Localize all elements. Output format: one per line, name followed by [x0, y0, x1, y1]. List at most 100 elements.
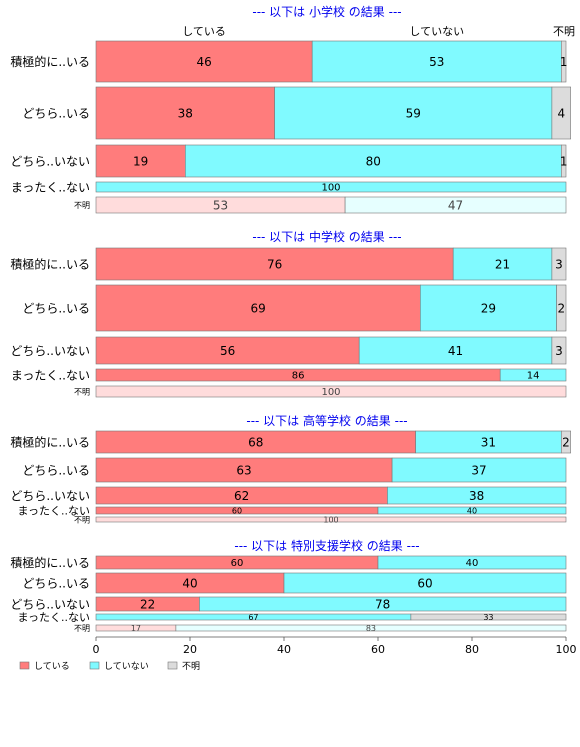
header-label-2: 不明 [553, 25, 575, 38]
row-label: まったく..ない [17, 504, 90, 517]
legend-swatch [167, 661, 178, 670]
data-label: 40 [466, 558, 479, 569]
legend-swatch [89, 661, 100, 670]
bar-segment [95, 144, 186, 178]
row-label: 不明 [74, 624, 90, 633]
data-label: 3 [555, 344, 563, 358]
data-label: 60 [231, 558, 244, 569]
data-label: 68 [248, 435, 263, 449]
row-label: どちら..いない [10, 489, 90, 503]
data-label: 67 [248, 613, 258, 622]
row-label: 積極的に..いる [10, 555, 90, 570]
bar-segment [95, 336, 360, 365]
bar-segment [419, 284, 557, 332]
x-tick-label: 100 [556, 643, 577, 656]
bar-segment [499, 368, 567, 382]
bar-segment [274, 86, 553, 140]
panel-title-3: --- 以下は 特別支援学校 の結果 --- [234, 538, 419, 553]
data-label: 22 [140, 597, 155, 611]
data-label: 17 [131, 624, 141, 633]
data-label: 60 [417, 576, 432, 590]
bar-segment [95, 40, 313, 83]
bar-segment [377, 555, 567, 570]
panel-title-0: --- 以下は 小学校 の結果 --- [252, 4, 401, 19]
row-label: どちら..いない [10, 597, 90, 611]
bar-segment [199, 596, 567, 612]
row-label: まったく..ない [11, 368, 90, 382]
bar-segment [95, 457, 393, 483]
header-label-1: していない [409, 25, 464, 38]
bar-segment [410, 613, 567, 621]
row-label: どちら..いない [10, 344, 90, 358]
bar-segment [95, 284, 421, 332]
data-label: 21 [495, 257, 510, 271]
bar-segment [551, 86, 572, 140]
data-label: 63 [236, 463, 251, 477]
legend-label: している [34, 661, 70, 672]
bar-segment [551, 336, 567, 365]
bar-segment [377, 506, 567, 515]
data-label: 83 [366, 624, 376, 633]
row-label: 積極的に..いる [10, 256, 90, 271]
bar-segment [175, 624, 567, 632]
row-label: 不明 [74, 201, 90, 210]
data-label: 78 [375, 597, 390, 611]
data-label: 1 [560, 154, 568, 168]
bar-segment [344, 196, 567, 214]
data-label: 53 [429, 55, 444, 69]
data-label: 100 [321, 387, 340, 398]
bar-segment [95, 247, 454, 281]
data-label: 19 [133, 154, 148, 168]
row-label: どちら..いる [22, 576, 90, 590]
data-label: 31 [481, 435, 496, 449]
bar-segment [560, 430, 571, 454]
bar-segment [391, 457, 567, 483]
row-label: まったく..ない [17, 611, 90, 624]
x-tick-label: 60 [371, 643, 385, 656]
data-label: 60 [232, 506, 242, 515]
bar-segment [560, 144, 567, 178]
row-label: どちら..いる [22, 463, 90, 477]
data-label: 69 [251, 301, 266, 315]
bar-segment [311, 40, 562, 83]
x-tick-label: 0 [93, 643, 100, 656]
data-label: 2 [562, 435, 570, 449]
bar-segment [556, 284, 567, 332]
data-label: 100 [321, 183, 340, 194]
row-label: 積極的に..いる [10, 434, 90, 449]
data-label: 46 [196, 55, 211, 69]
bar-segment [95, 181, 567, 193]
bar-segment [185, 144, 562, 178]
header-label-0: している [182, 25, 226, 38]
bar-segment [560, 40, 567, 83]
data-label: 80 [366, 154, 381, 168]
data-label: 40 [182, 576, 197, 590]
row-label: 不明 [74, 515, 90, 524]
data-label: 29 [481, 301, 496, 315]
row-label: 不明 [74, 387, 90, 396]
data-label: 38 [469, 489, 484, 503]
data-label: 76 [267, 257, 282, 271]
bar-segment [387, 486, 567, 505]
data-label: 62 [234, 489, 249, 503]
data-label: 3 [555, 257, 563, 271]
row-label: 積極的に..いる [10, 54, 90, 69]
x-tick-label: 20 [183, 643, 197, 656]
row-label: どちら..いる [22, 301, 90, 315]
bar-segment [283, 572, 567, 594]
legend-label: していない [104, 661, 149, 672]
data-label: 53 [213, 198, 228, 212]
data-label: 14 [527, 371, 540, 382]
bar-segment [551, 247, 567, 281]
bar-segment [95, 385, 567, 398]
bar-segment [358, 336, 553, 365]
panel-title-2: --- 以下は 高等学校 の結果 --- [246, 413, 407, 428]
data-label: 2 [557, 301, 565, 315]
data-label: 59 [406, 106, 421, 120]
data-label: 4 [557, 106, 565, 120]
data-label: 38 [178, 106, 193, 120]
legend-label: 不明 [182, 661, 200, 672]
data-label: 41 [448, 344, 463, 358]
panel-title-1: --- 以下は 中学校 の結果 --- [252, 229, 401, 244]
